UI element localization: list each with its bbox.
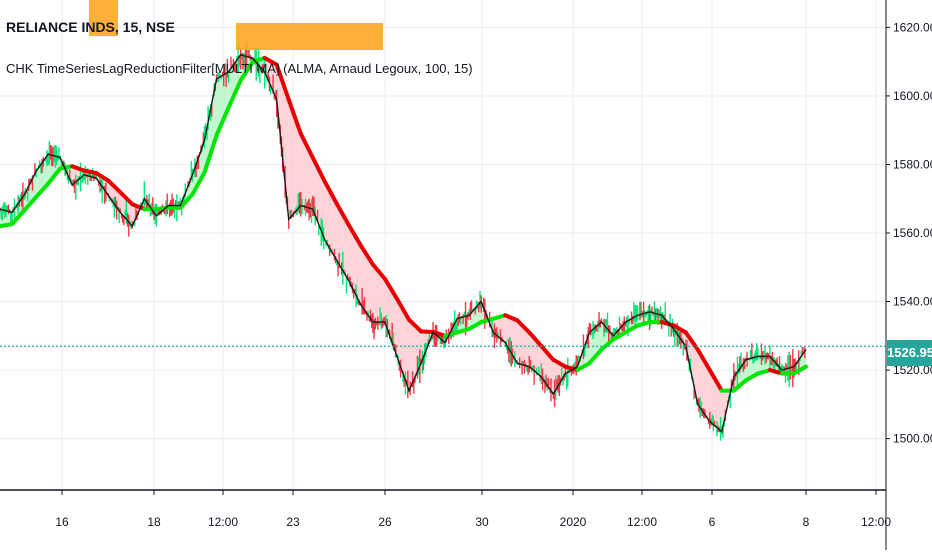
ma-line-segment	[214, 105, 231, 138]
ma-line-segment	[310, 155, 327, 184]
annotation-marker-1	[89, 0, 118, 36]
ma-line-segment	[358, 243, 375, 267]
ma-line-segment	[671, 323, 688, 335]
ma-line-segment	[382, 276, 399, 301]
ma-line-segment	[370, 262, 387, 281]
ma-line-segment	[791, 364, 808, 376]
ma-line-segment	[334, 201, 351, 228]
ma-line-segment	[82, 168, 99, 176]
x-tick-label: 12:00	[627, 515, 657, 529]
ma-line-segment	[527, 330, 544, 349]
ma-line-segment	[286, 97, 303, 136]
ma-line-segment	[659, 320, 676, 328]
ma-line-segment	[10, 208, 27, 227]
ma-line-segment	[599, 337, 616, 352]
ma-line-segment	[731, 378, 748, 393]
ma-line-segment	[118, 190, 135, 207]
ma-line-segment	[106, 178, 123, 195]
ma-line-segment	[22, 195, 39, 213]
ma-line-segment	[178, 192, 195, 210]
ma-line-segment	[58, 164, 75, 171]
ma-line-segment	[94, 171, 111, 183]
ma-line-segment	[190, 170, 207, 197]
x-tick-label: 26	[378, 515, 392, 529]
x-tick-label: 30	[475, 515, 489, 529]
ma-line-segment	[479, 316, 496, 325]
band-segment	[204, 78, 217, 173]
ma-line-segment	[551, 357, 568, 369]
band-segment	[372, 264, 385, 323]
x-tick-label: 23	[286, 515, 300, 529]
ma-line-segment	[407, 317, 424, 334]
band-segment	[216, 71, 229, 136]
ma-line-segment	[274, 62, 291, 102]
ma-line-segment	[262, 55, 279, 67]
ma-line-segment	[394, 296, 412, 322]
ma-line-segment	[419, 329, 436, 335]
x-tick-label: 8	[803, 515, 810, 529]
ma-line-segment	[695, 347, 712, 373]
x-tick-label: 12:00	[208, 515, 238, 529]
ma-line-segment	[431, 330, 448, 338]
y-tick-label: 1560.00	[893, 226, 932, 240]
y-tick-label: 1580.00	[893, 157, 932, 171]
ma-line-segment	[683, 330, 700, 352]
ma-line-segment	[515, 318, 532, 335]
ma-line-segment	[443, 330, 460, 338]
ma-line-segment	[767, 368, 784, 376]
band-segment	[396, 298, 410, 391]
ma-line-segment	[238, 60, 255, 83]
ma-line-segment	[635, 320, 652, 328]
symbol-title[interactable]: RELIANCE INDS, 15, NSE	[6, 19, 175, 35]
ma-line-segment	[707, 368, 724, 393]
ma-line-segment	[46, 166, 63, 186]
y-tick-label: 1500.00	[893, 432, 932, 446]
ma-line-segment	[587, 347, 604, 366]
ma-line-segment	[34, 181, 51, 200]
y-tick-label: 1600.00	[893, 89, 932, 103]
x-tick-label: 2020	[560, 515, 587, 529]
price-line	[0, 54, 807, 434]
x-tick-label: 6	[709, 515, 716, 529]
ma-line-segment	[298, 131, 315, 160]
ma-line-segment	[455, 326, 472, 335]
annotation-marker-2	[236, 23, 383, 50]
ma-line-segment	[623, 323, 640, 335]
last-price-tag: 1526.95	[887, 340, 932, 366]
ma-line-segment	[226, 78, 243, 110]
x-tick-label: 12:00	[861, 515, 891, 529]
ma-line-segment	[575, 361, 592, 373]
ma-line-segment	[130, 202, 147, 212]
ma-line-segment	[563, 364, 580, 373]
ma-line-segment	[467, 320, 484, 331]
ma-line-segment	[539, 344, 556, 362]
ma-line-segment	[503, 313, 520, 323]
y-tick-label: 1520.00	[893, 363, 932, 377]
ma-line-segment	[202, 133, 219, 175]
ma-line-segment	[611, 330, 628, 342]
ma-line-segment	[743, 371, 760, 383]
x-tick-label: 16	[55, 515, 69, 529]
ma-line-segment	[755, 368, 772, 376]
indicator-label[interactable]: CHK TimeSeriesLagReductionFilter[MULTI M…	[6, 61, 473, 76]
ma-line-segment	[491, 313, 508, 321]
y-tick-label: 1540.00	[893, 295, 932, 309]
ma-line-segment	[322, 179, 339, 206]
band-segment	[493, 315, 506, 343]
ma-line-segment	[346, 223, 363, 248]
x-tick-label: 18	[147, 515, 161, 529]
y-tick-label: 1620.00	[893, 20, 932, 34]
ma-line-segment	[70, 164, 87, 173]
ma-line-segment	[0, 222, 15, 229]
